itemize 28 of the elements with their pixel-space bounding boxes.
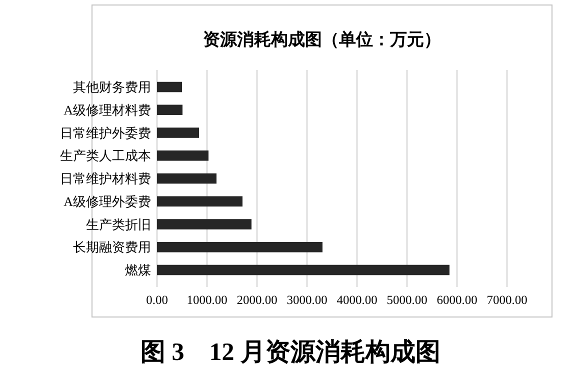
bar [157, 196, 242, 207]
bar [157, 128, 199, 138]
x-tick-label: 1000.00 [186, 293, 228, 307]
chart-title: 资源消耗构成图（单位：万元） [203, 30, 441, 50]
bar [157, 219, 252, 230]
y-tick-label: 生产类人工成本 [60, 148, 151, 164]
y-tick-label: A级修理外委费 [64, 194, 151, 209]
bar [157, 150, 208, 161]
bar [157, 173, 216, 184]
x-tick-label: 3000.00 [286, 293, 328, 307]
x-tick-label: 5000.00 [386, 293, 428, 307]
y-tick-label: 燃煤 [125, 262, 151, 278]
y-tick-label: 长期融资费用 [73, 240, 151, 255]
x-tick-label: 4000.00 [336, 293, 378, 307]
bar [157, 242, 322, 252]
x-tick-label: 6000.00 [436, 293, 478, 307]
x-tick-label: 7000.00 [486, 293, 528, 307]
y-tick-label: 日常维护外委费 [60, 125, 151, 140]
y-tick-label: 生产类折旧 [86, 216, 151, 232]
x-tick-label: 2000.00 [236, 293, 278, 307]
y-tick-label: A级修理材料费 [64, 102, 151, 118]
y-tick-label: 日常维护材料费 [60, 171, 151, 186]
bar [157, 104, 182, 116]
bar [157, 82, 182, 92]
x-tick-label: 0.00 [146, 293, 168, 307]
caption: 图 3 12 月资源消耗构成图 [140, 338, 440, 366]
y-tick-label: 其他财务费用 [73, 80, 151, 95]
bar [157, 264, 450, 276]
